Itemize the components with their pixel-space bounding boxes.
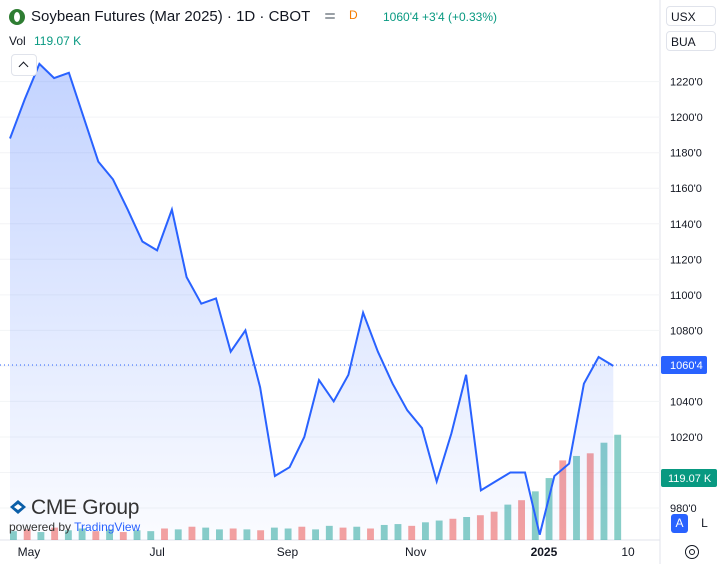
y-tick-label: 1120'0 [670, 254, 702, 266]
collapse-legend-button[interactable] [11, 54, 37, 76]
cme-globe-icon [10, 500, 26, 514]
y-tick-label: 1140'0 [670, 219, 702, 231]
volume-label: Vol [9, 34, 26, 48]
x-tick-label: Nov [405, 545, 426, 559]
log-scale-button[interactable]: L [696, 514, 713, 533]
chart-header: Soybean Futures (Mar 2025) · 1D · CBOT D… [0, 0, 660, 52]
powered-by-text: powered by [9, 520, 72, 534]
auto-scale-button[interactable]: A [671, 514, 688, 533]
price-line [9, 62, 614, 535]
price-area [10, 63, 614, 541]
symbol-title[interactable]: Soybean Futures (Mar 2025) · 1D · CBOT [31, 8, 311, 25]
y-tick-label: 1220'0 [670, 77, 703, 89]
price-change: +3'4 (+0.33%) [422, 10, 498, 24]
current-volume-badge-label: 119.07 K [668, 473, 712, 485]
y-tick-label: 1160'0 [670, 183, 702, 195]
currency-select[interactable]: USX [666, 6, 716, 26]
y-tick-label: 1080'0 [670, 325, 703, 337]
current-price-badge-label: 1060'4 [670, 360, 703, 372]
y-tick-label: 1040'0 [670, 396, 703, 408]
x-tick-label: Sep [277, 545, 299, 559]
x-tick-label: May [18, 545, 41, 559]
unit-select[interactable]: BUA [666, 31, 716, 51]
x-tick-label: Jul [149, 545, 164, 559]
volume-bar [614, 434, 622, 540]
delayed-data-badge[interactable]: D [349, 8, 358, 22]
current-price-badge [661, 356, 707, 375]
y-tick-label: 1100'0 [670, 290, 702, 302]
cme-group-text: CME Group [31, 496, 140, 519]
x-tick-label: 2025 [531, 545, 558, 559]
soybean-logo-icon [9, 9, 25, 25]
last-price-value: 1060'4 [383, 10, 419, 24]
y-tick-label: 1180'0 [670, 148, 702, 160]
settings-gear-icon[interactable] [685, 545, 699, 559]
y-tick-label: 1200'0 [670, 112, 703, 124]
current-volume-badge [661, 469, 717, 487]
y-tick-label: 1020'0 [670, 432, 703, 444]
last-price-readout: 1060'4 +3'4 (+0.33%) [383, 10, 497, 24]
menu-lines-icon[interactable] [325, 13, 335, 21]
y-tick-label: 980'0 [670, 503, 697, 515]
tradingview-link[interactable]: TradingView [74, 520, 141, 534]
volume-value: 119.07 K [34, 34, 82, 48]
x-tick-label: 10 [621, 545, 635, 559]
powered-by: powered by TradingView [9, 520, 140, 534]
